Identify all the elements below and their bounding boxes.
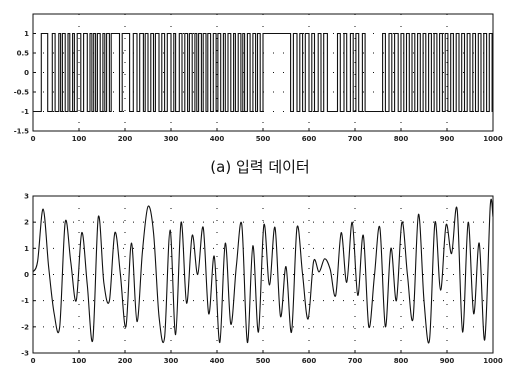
x-tick-label: 500 <box>256 357 271 365</box>
y-tick-label: -1.5 <box>14 128 29 136</box>
x-tick-label: 900 <box>440 357 455 365</box>
x-tick-label: 400 <box>210 357 225 365</box>
y-tick-label: 3 <box>24 193 29 201</box>
y-tick-label: 0 <box>24 271 29 279</box>
x-tick-label: 700 <box>348 135 363 143</box>
x-tick-label: 0 <box>31 135 36 143</box>
caption-input-data: (a) 입력 데이터 <box>210 158 309 176</box>
y-tick-label: 1 <box>24 245 29 253</box>
y-tick-label: 2 <box>24 219 29 227</box>
y-tick-label: -2 <box>21 323 29 331</box>
x-tick-label: 300 <box>164 135 179 143</box>
y-tick-label: -1 <box>21 297 29 305</box>
chart-input-data: -1.5 -1 -0.5 0 0.5 1 0 100 200 300 400 500 600 700 80… <box>14 13 503 143</box>
x-tick-label: 600 <box>302 135 317 143</box>
series-a-group <box>33 32 493 113</box>
y-tick-label: -0.5 <box>14 89 29 97</box>
x-tick-label: 0 <box>31 357 36 365</box>
x-tick-label: 900 <box>440 135 455 143</box>
x-tick-label: 800 <box>394 357 409 365</box>
x-tick-label: 100 <box>72 357 87 365</box>
x-tick-label: 100 <box>72 135 87 143</box>
y-tick-label: 0.5 <box>17 50 30 58</box>
x-tick-label: 1000 <box>483 135 503 143</box>
x-tick-label: 1000 <box>483 357 503 365</box>
chart-output-signal: -3 -2 -1 0 1 2 3 0 100 200 300 400 500 600 700 800 900 1… <box>21 193 503 366</box>
x-tick-label: 300 <box>164 357 179 365</box>
x-tick-label: 700 <box>348 357 363 365</box>
y-tick-labels-b: -3 -2 -1 0 1 2 3 <box>21 193 29 358</box>
y-tick-label: 0 <box>24 69 29 77</box>
x-tick-label: 200 <box>118 135 133 143</box>
series-line-input <box>33 32 493 113</box>
x-tick-label: 200 <box>118 357 133 365</box>
series-line-output <box>32 198 494 344</box>
gridlines-b <box>32 195 494 354</box>
y-tick-label: 1 <box>24 30 29 38</box>
x-tick-label: 600 <box>302 357 317 365</box>
x-tick-labels-b: 0 100 200 300 400 500 600 700 800 900 1000 <box>31 357 503 365</box>
y-tick-label: -3 <box>21 350 29 358</box>
y-tick-labels-a: -1.5 -1 -0.5 0 0.5 1 <box>14 30 29 136</box>
series-b-group <box>32 198 494 344</box>
x-tick-labels-a: 0 100 200 300 400 500 600 700 800 900 1000 <box>31 135 503 143</box>
x-tick-label: 400 <box>210 135 225 143</box>
y-tick-label: -1 <box>21 108 29 116</box>
x-tick-label: 500 <box>256 135 271 143</box>
x-tick-label: 800 <box>394 135 409 143</box>
